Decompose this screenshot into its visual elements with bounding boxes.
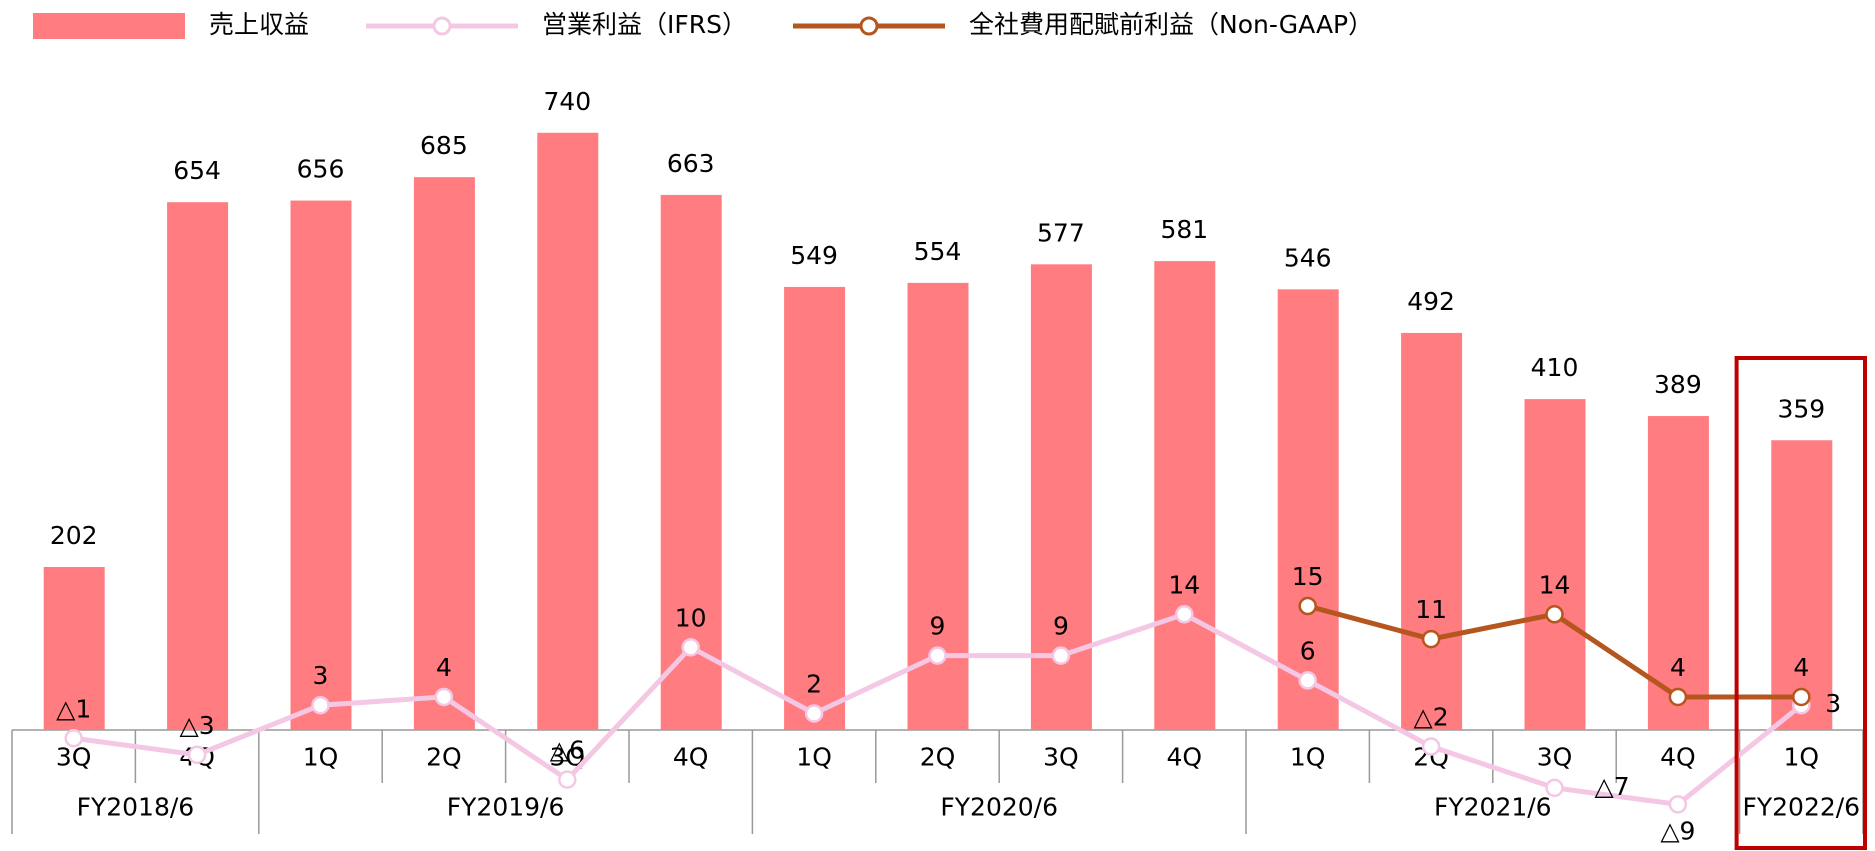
legend-swatch xyxy=(432,16,452,36)
data-label: 577 xyxy=(1037,218,1085,247)
data-label: 4 xyxy=(436,653,452,682)
line-marker xyxy=(1545,778,1564,798)
data-label: △3 xyxy=(180,711,215,740)
legend-swatch xyxy=(33,13,185,39)
bar xyxy=(1401,332,1463,730)
legend-swatch xyxy=(859,16,879,36)
x-tick-label: 1Q xyxy=(1290,743,1326,772)
line-marker xyxy=(64,729,83,748)
data-label: 202 xyxy=(50,521,98,550)
data-label: 6 xyxy=(1300,636,1316,665)
data-label: △6 xyxy=(550,736,585,765)
line-marker xyxy=(1668,795,1688,814)
data-label: 663 xyxy=(667,149,715,178)
line-marker xyxy=(1545,605,1564,624)
line-marker xyxy=(558,770,577,789)
data-label: 685 xyxy=(420,131,468,160)
data-label: 654 xyxy=(173,156,221,185)
data-label: △1 xyxy=(56,694,91,723)
line-marker xyxy=(1421,737,1441,756)
line-marker xyxy=(311,695,330,715)
line-marker xyxy=(1421,629,1441,649)
data-label: 9 xyxy=(1053,612,1069,641)
data-label: 389 xyxy=(1654,370,1702,399)
bar xyxy=(43,566,105,730)
data-label: 546 xyxy=(1284,243,1332,272)
x-tick-label: 2Q xyxy=(920,743,956,772)
bar xyxy=(1277,289,1339,730)
data-label: △2 xyxy=(1414,703,1449,732)
x-tick-label: 3Q xyxy=(1537,743,1573,772)
x-tick-label: 1Q xyxy=(303,743,339,772)
x-tick-label: 4Q xyxy=(1167,743,1203,772)
line-marker xyxy=(928,646,947,665)
data-label: 9 xyxy=(930,612,946,641)
group-label: FY2022/6 xyxy=(1742,793,1860,822)
line-marker xyxy=(681,638,700,657)
x-tick-label: 1Q xyxy=(1784,743,1820,772)
data-label: 359 xyxy=(1777,394,1825,423)
group-label: FY2020/6 xyxy=(940,793,1058,822)
bar xyxy=(167,202,229,730)
data-label: 14 xyxy=(1168,570,1200,599)
x-tick-label: 3Q xyxy=(1043,743,1079,772)
legend-label: 売上収益 xyxy=(209,10,309,39)
group-label: FY2018/6 xyxy=(77,793,195,822)
bar xyxy=(537,132,599,730)
data-label: △7 xyxy=(1595,772,1630,801)
data-label: 2 xyxy=(806,669,822,698)
data-label: 549 xyxy=(790,241,838,270)
group-label: FY2021/6 xyxy=(1434,793,1552,822)
data-label: 3 xyxy=(1825,689,1841,718)
line-marker xyxy=(187,745,207,765)
x-tick-label: 2Q xyxy=(426,743,462,772)
line-marker xyxy=(1051,646,1071,665)
line-marker xyxy=(804,704,824,723)
line-marker xyxy=(1175,605,1194,624)
x-tick-label: 1Q xyxy=(796,743,832,772)
data-label: 11 xyxy=(1415,595,1447,624)
data-label: 3 xyxy=(313,661,329,690)
data-label: 4 xyxy=(1793,653,1809,682)
data-label: △9 xyxy=(1660,816,1695,845)
data-label: 554 xyxy=(914,237,962,266)
bar xyxy=(1154,261,1216,730)
group-label: FY2019/6 xyxy=(447,793,565,822)
line-marker xyxy=(1298,671,1317,690)
data-label: 14 xyxy=(1539,570,1571,599)
legend-label: 全社費用配賦前利益（Non-GAAP） xyxy=(969,10,1373,39)
data-label: 581 xyxy=(1160,215,1208,244)
highlight-box xyxy=(1734,356,1867,850)
data-label: 15 xyxy=(1292,562,1324,591)
line-marker xyxy=(434,687,454,707)
line-marker xyxy=(1668,687,1688,707)
x-tick-label: 4Q xyxy=(1660,743,1696,772)
bar xyxy=(413,177,475,731)
data-label: 4 xyxy=(1670,653,1686,682)
bar xyxy=(1647,416,1709,730)
bar xyxy=(290,200,352,731)
data-label: 492 xyxy=(1407,287,1455,316)
data-label: 656 xyxy=(297,155,345,184)
bar xyxy=(1771,440,1833,730)
x-tick-label: 4Q xyxy=(673,743,709,772)
legend-label: 営業利益（IFRS） xyxy=(542,10,747,39)
data-label: 410 xyxy=(1531,353,1579,382)
bar xyxy=(1524,399,1586,730)
line-marker xyxy=(1792,687,1811,707)
bar xyxy=(784,286,846,730)
line-marker xyxy=(1298,596,1317,616)
data-label: 740 xyxy=(543,87,591,116)
data-label: 10 xyxy=(675,603,707,632)
